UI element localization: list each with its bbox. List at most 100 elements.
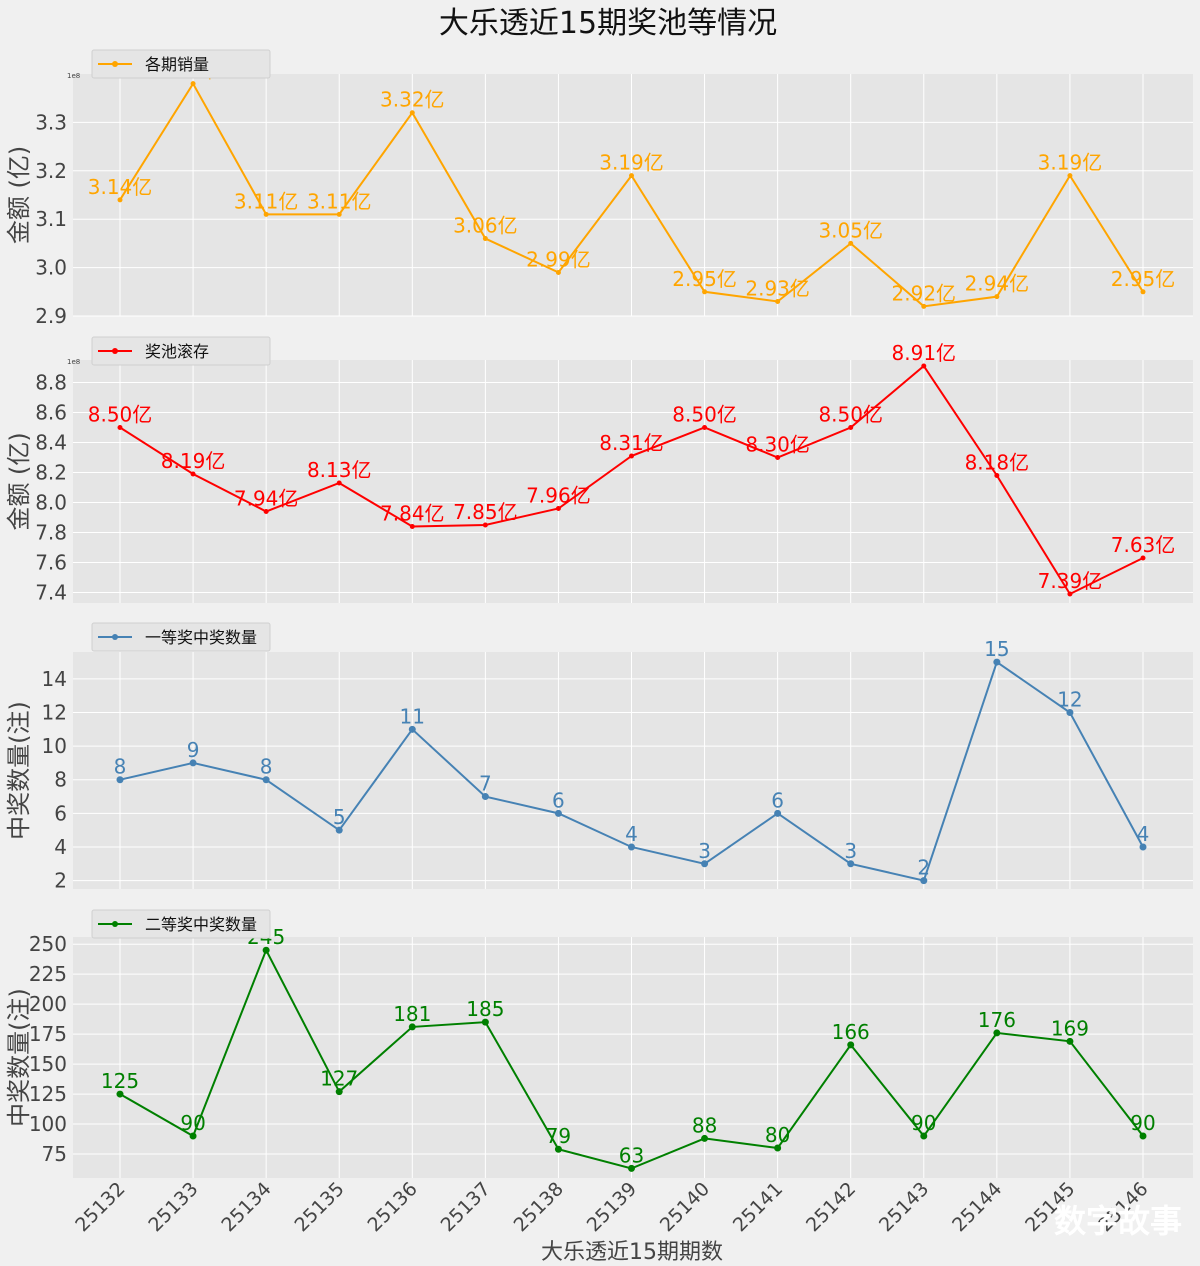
legend-box: [91, 909, 271, 939]
legend-marker: [112, 634, 118, 640]
axis-offset-text: 1e8: [67, 72, 80, 80]
y-axis-label: 金额 (亿): [5, 432, 33, 530]
data-label: 181: [393, 1002, 431, 1026]
legend: 二等奖中奖数量: [91, 909, 271, 939]
data-point: [481, 793, 489, 801]
data-point: [554, 1145, 562, 1153]
data-label: 8: [260, 755, 273, 779]
y-tick-label: 8.2: [35, 461, 67, 485]
data-label: 185: [466, 997, 504, 1021]
data-point: [554, 809, 562, 817]
legend: 各期销量: [91, 49, 271, 79]
data-label: 90: [911, 1111, 936, 1135]
data-point: [1067, 173, 1073, 179]
data-point: [847, 1041, 855, 1049]
y-tick-label: 6: [54, 801, 67, 825]
data-point: [775, 298, 781, 304]
y-tick-label: 2.9: [35, 304, 67, 328]
data-label: 8.50亿: [818, 403, 883, 427]
data-label: 8.30亿: [745, 433, 810, 457]
data-label: 5: [333, 805, 346, 829]
data-point: [408, 725, 416, 733]
y-tick-label: 8.0: [35, 491, 67, 515]
data-point: [555, 269, 561, 275]
legend-marker: [112, 61, 118, 67]
data-point: [774, 809, 782, 817]
data-label: 3.05亿: [818, 218, 883, 242]
x-tick-label: 25134: [217, 1178, 275, 1236]
data-label: 12: [1057, 688, 1082, 712]
data-label: 9: [187, 738, 200, 762]
data-label: 63: [619, 1143, 644, 1167]
legend-label: 奖池滚存: [145, 342, 209, 361]
data-label: 88: [692, 1113, 717, 1137]
data-label: 3.06亿: [453, 214, 518, 238]
data-label: 8.50亿: [672, 403, 737, 427]
data-label: 80: [765, 1123, 790, 1147]
chart-title: 大乐透近15期奖池等情况: [439, 6, 777, 41]
x-tick-label: 25139: [583, 1178, 641, 1236]
data-label: 6: [552, 788, 565, 812]
data-point: [1140, 289, 1146, 295]
x-tick-label: 25132: [71, 1178, 129, 1236]
data-point: [628, 1164, 635, 1172]
y-tick-label: 8: [54, 768, 67, 792]
data-label: 15: [984, 637, 1009, 661]
y-tick-label: 75: [42, 1142, 67, 1166]
data-point: [189, 759, 197, 767]
data-point: [116, 1090, 124, 1098]
data-point: [629, 173, 634, 179]
data-point: [1066, 709, 1074, 717]
data-label: 8.91亿: [892, 341, 957, 365]
data-point: [482, 522, 488, 528]
legend: 奖池滚存: [91, 336, 271, 366]
data-label: 3: [844, 839, 857, 863]
data-point: [921, 363, 927, 369]
data-point: [409, 110, 415, 116]
data-point: [336, 211, 342, 217]
data-label: 11: [400, 704, 425, 728]
data-point: [921, 303, 927, 309]
data-point: [117, 197, 123, 203]
data-label: 8.31亿: [599, 431, 664, 455]
x-tick-label: 25142: [802, 1178, 860, 1236]
data-point: [702, 425, 708, 430]
data-label: 3.14亿: [88, 175, 153, 199]
data-point: [335, 826, 343, 834]
data-point: [190, 81, 196, 87]
data-point: [336, 480, 342, 486]
legend-label: 各期销量: [145, 55, 209, 74]
x-tick-label: 25141: [729, 1178, 787, 1236]
data-point: [775, 455, 781, 460]
data-point: [993, 658, 1001, 666]
data-point: [481, 1018, 489, 1026]
data-label: 3.32亿: [380, 88, 445, 112]
data-label: 3.19亿: [1038, 151, 1103, 175]
legend-marker: [112, 348, 118, 354]
data-point: [263, 211, 269, 217]
data-point: [117, 425, 123, 430]
data-label: 79: [546, 1124, 571, 1148]
data-label: 2: [917, 856, 930, 880]
data-label: 8.13亿: [307, 458, 372, 482]
panel-3: 2 4 6 8 10 12 14 中奖数量(注) 8 9 8 5 11 7 6 4 3 6 3 2 15 12 4 一等奖中奖…: [5, 622, 1193, 893]
x-tick-label: 25136: [364, 1178, 422, 1236]
data-point: [1066, 1037, 1074, 1045]
x-tick-label: 25140: [656, 1178, 714, 1236]
legend-box: [91, 622, 271, 652]
data-label: 3.11亿: [234, 189, 299, 213]
data-point: [189, 1132, 197, 1140]
data-point: [190, 471, 196, 477]
data-label: 2.95亿: [1111, 267, 1176, 291]
y-tick-label: 175: [29, 1022, 67, 1046]
data-point: [848, 425, 854, 430]
data-point: [408, 1023, 416, 1031]
data-point: [702, 289, 708, 295]
legend-marker: [112, 921, 118, 927]
x-tick-label: 25138: [510, 1178, 568, 1236]
data-label: 3.11亿: [307, 189, 372, 213]
data-label: 7: [479, 772, 492, 796]
data-point: [262, 776, 270, 784]
